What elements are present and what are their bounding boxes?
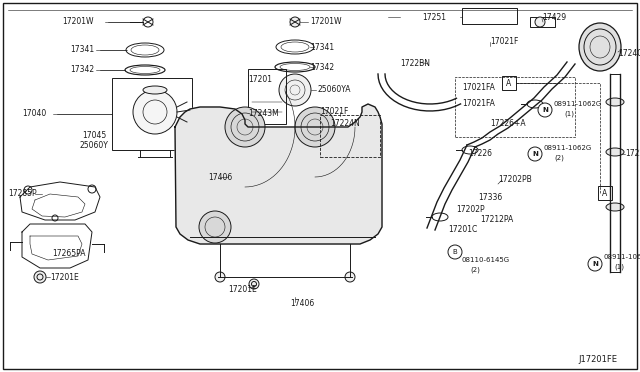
Text: 17285P: 17285P: [8, 189, 36, 199]
Bar: [455, 77, 575, 137]
Text: N: N: [542, 107, 548, 113]
Circle shape: [34, 271, 46, 283]
Bar: [502, 76, 516, 90]
Text: 25060Y: 25060Y: [80, 141, 109, 151]
Text: 17021F: 17021F: [490, 38, 518, 46]
Text: 17045: 17045: [82, 131, 106, 140]
Text: 17201: 17201: [248, 76, 272, 84]
Text: 17336: 17336: [478, 192, 502, 202]
Polygon shape: [175, 104, 382, 244]
Text: 17342: 17342: [70, 65, 94, 74]
Bar: [530, 17, 555, 27]
Text: 17021F: 17021F: [320, 108, 348, 116]
Text: 17201W: 17201W: [62, 17, 93, 26]
Circle shape: [538, 103, 552, 117]
Text: 08110-6145G: 08110-6145G: [462, 257, 510, 263]
Text: 17265PA: 17265PA: [52, 250, 86, 259]
Text: N: N: [592, 261, 598, 267]
Text: 17240: 17240: [618, 49, 640, 58]
Circle shape: [249, 279, 259, 289]
Bar: [462, 8, 517, 24]
Bar: [248, 69, 286, 124]
Text: 17220: 17220: [625, 150, 640, 158]
Text: 17226+A: 17226+A: [490, 119, 525, 128]
Circle shape: [215, 272, 225, 282]
Text: 17341: 17341: [310, 42, 334, 51]
Ellipse shape: [606, 203, 624, 211]
Text: 17341: 17341: [70, 45, 94, 55]
Text: B: B: [452, 249, 458, 255]
Text: 17201W: 17201W: [310, 17, 342, 26]
Text: 17429: 17429: [542, 13, 566, 22]
Text: 17202P: 17202P: [456, 205, 484, 215]
Text: (2): (2): [554, 155, 564, 161]
Text: (2): (2): [470, 267, 480, 273]
Ellipse shape: [143, 86, 167, 94]
Text: 17342: 17342: [310, 62, 334, 71]
Text: 1722BN: 1722BN: [400, 60, 430, 68]
Text: 17040: 17040: [22, 109, 46, 119]
Text: J17201FE: J17201FE: [578, 356, 617, 365]
Bar: [598, 186, 612, 200]
Circle shape: [535, 17, 545, 27]
Text: A: A: [506, 78, 511, 87]
Text: N: N: [532, 151, 538, 157]
Text: A: A: [602, 189, 607, 198]
Bar: [112, 78, 192, 150]
Text: 17406: 17406: [208, 173, 232, 182]
Text: (1): (1): [614, 264, 624, 270]
Text: 17021FA: 17021FA: [462, 83, 495, 92]
Ellipse shape: [606, 98, 624, 106]
Circle shape: [528, 147, 542, 161]
Text: 17201E: 17201E: [228, 285, 257, 295]
Text: 17243M: 17243M: [248, 109, 279, 119]
Text: 08911-1062G: 08911-1062G: [544, 145, 592, 151]
Circle shape: [279, 74, 311, 106]
Text: (1): (1): [564, 111, 574, 117]
Circle shape: [199, 211, 231, 243]
Text: 08911-1062G: 08911-1062G: [554, 101, 602, 107]
Text: 17224N: 17224N: [330, 119, 360, 128]
Text: 17021FA: 17021FA: [462, 99, 495, 109]
Bar: [320, 115, 380, 157]
Text: 17406: 17406: [290, 299, 314, 308]
Circle shape: [295, 107, 335, 147]
Text: 17251: 17251: [422, 13, 446, 22]
Circle shape: [588, 257, 602, 271]
Text: 17202PB: 17202PB: [498, 176, 532, 185]
Circle shape: [225, 107, 265, 147]
Text: 17226: 17226: [468, 150, 492, 158]
Ellipse shape: [579, 23, 621, 71]
Text: 25060YA: 25060YA: [318, 86, 351, 94]
Text: 17212PA: 17212PA: [480, 215, 513, 224]
Circle shape: [133, 90, 177, 134]
Text: 17201E: 17201E: [50, 273, 79, 282]
Circle shape: [290, 17, 300, 27]
Text: 17201C: 17201C: [448, 225, 477, 234]
Circle shape: [345, 272, 355, 282]
Ellipse shape: [606, 148, 624, 156]
Text: 08911-1062G: 08911-1062G: [604, 254, 640, 260]
Circle shape: [448, 245, 462, 259]
